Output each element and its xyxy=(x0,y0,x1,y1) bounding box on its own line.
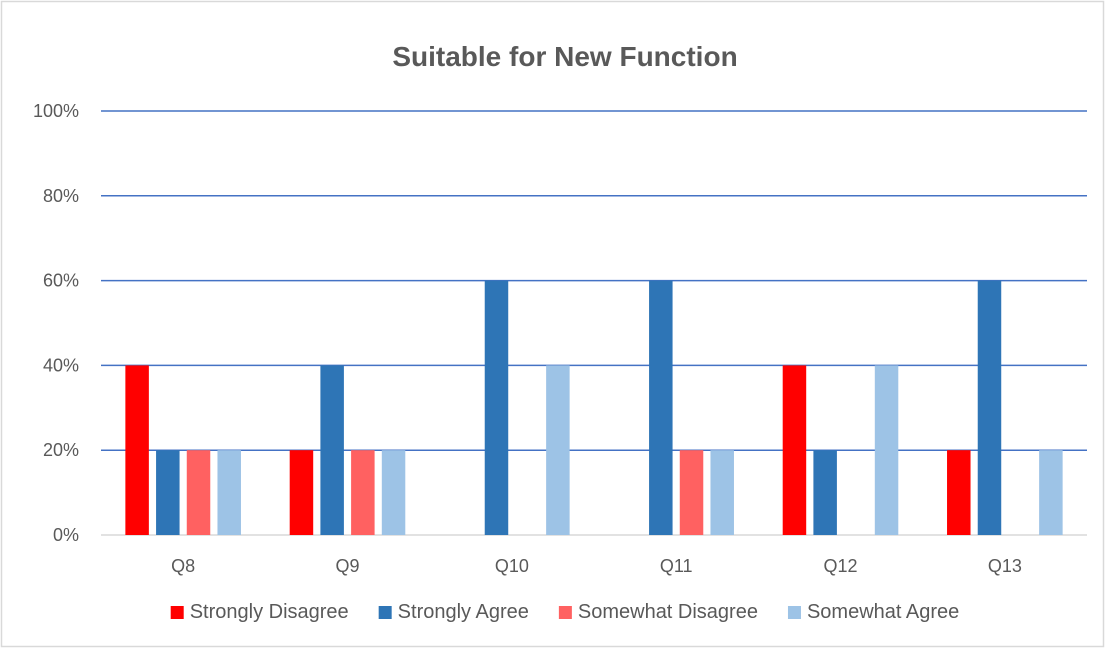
legend-label: Somewhat Disagree xyxy=(578,601,758,623)
bar-q13-series-1 xyxy=(947,450,971,535)
x-tick-label: Q8 xyxy=(171,556,195,576)
bar-q9-series-3 xyxy=(351,450,375,535)
x-tick-label: Q13 xyxy=(988,556,1022,576)
y-tick-label: 100% xyxy=(33,101,79,121)
legend-swatch xyxy=(378,606,392,619)
legend-label: Strongly Disagree xyxy=(190,601,349,623)
legend-swatch xyxy=(787,606,801,619)
bar-q10-series-2 xyxy=(484,280,509,535)
y-tick-label: 60% xyxy=(43,271,79,291)
x-tick-label: Q10 xyxy=(495,556,529,576)
legend-item: Somewhat Agree xyxy=(787,601,959,623)
legend-item: Somewhat Disagree xyxy=(558,601,758,623)
x-axis-tick-labels: Q8 Q9 Q10 Q11 Q12 Q13 xyxy=(171,556,1022,576)
bar-q11-series-3 xyxy=(679,450,704,535)
bar-q9-series-1 xyxy=(289,450,314,535)
bar-q9-series-2 xyxy=(320,365,344,535)
bar-q12-series-1 xyxy=(782,365,807,535)
legend-item: Strongly Agree xyxy=(378,601,529,623)
bar-q8-series-1 xyxy=(125,365,149,535)
bar-q13-series-2 xyxy=(977,280,1002,535)
gridlines xyxy=(101,110,1087,536)
x-tick-label: Q9 xyxy=(335,556,359,576)
bars xyxy=(125,280,1063,535)
legend-item: Strongly Disagree xyxy=(170,601,349,623)
y-tick-label: 20% xyxy=(43,440,79,460)
bar-q11-series-4 xyxy=(710,450,734,535)
legend: Strongly Disagree Strongly Agree Somewhat … xyxy=(170,601,959,623)
y-tick-label: 0% xyxy=(53,525,79,545)
bar-q9-series-4 xyxy=(381,450,406,535)
bar-q8-series-4 xyxy=(217,450,241,535)
legend-swatch xyxy=(558,606,572,619)
legend-label: Strongly Agree xyxy=(398,601,529,623)
bar-q8-series-3 xyxy=(186,450,211,535)
y-tick-label: 40% xyxy=(43,355,79,375)
legend-label: Somewhat Agree xyxy=(807,601,959,623)
legend-swatch xyxy=(170,606,184,619)
y-axis-tick-labels: 0% 20% 40% 60% 80% 100% xyxy=(33,101,79,545)
bar-q10-series-4 xyxy=(546,365,570,535)
bar-q12-series-4 xyxy=(874,365,899,535)
chart-title: Suitable for New Function xyxy=(392,41,737,72)
bar-q12-series-2 xyxy=(813,450,837,535)
bar-q13-series-4 xyxy=(1039,450,1063,535)
x-tick-label: Q12 xyxy=(823,556,857,576)
bar-q11-series-2 xyxy=(649,280,673,535)
bar-q8-series-2 xyxy=(156,450,180,535)
y-tick-label: 80% xyxy=(43,186,79,206)
x-tick-label: Q11 xyxy=(660,556,693,576)
